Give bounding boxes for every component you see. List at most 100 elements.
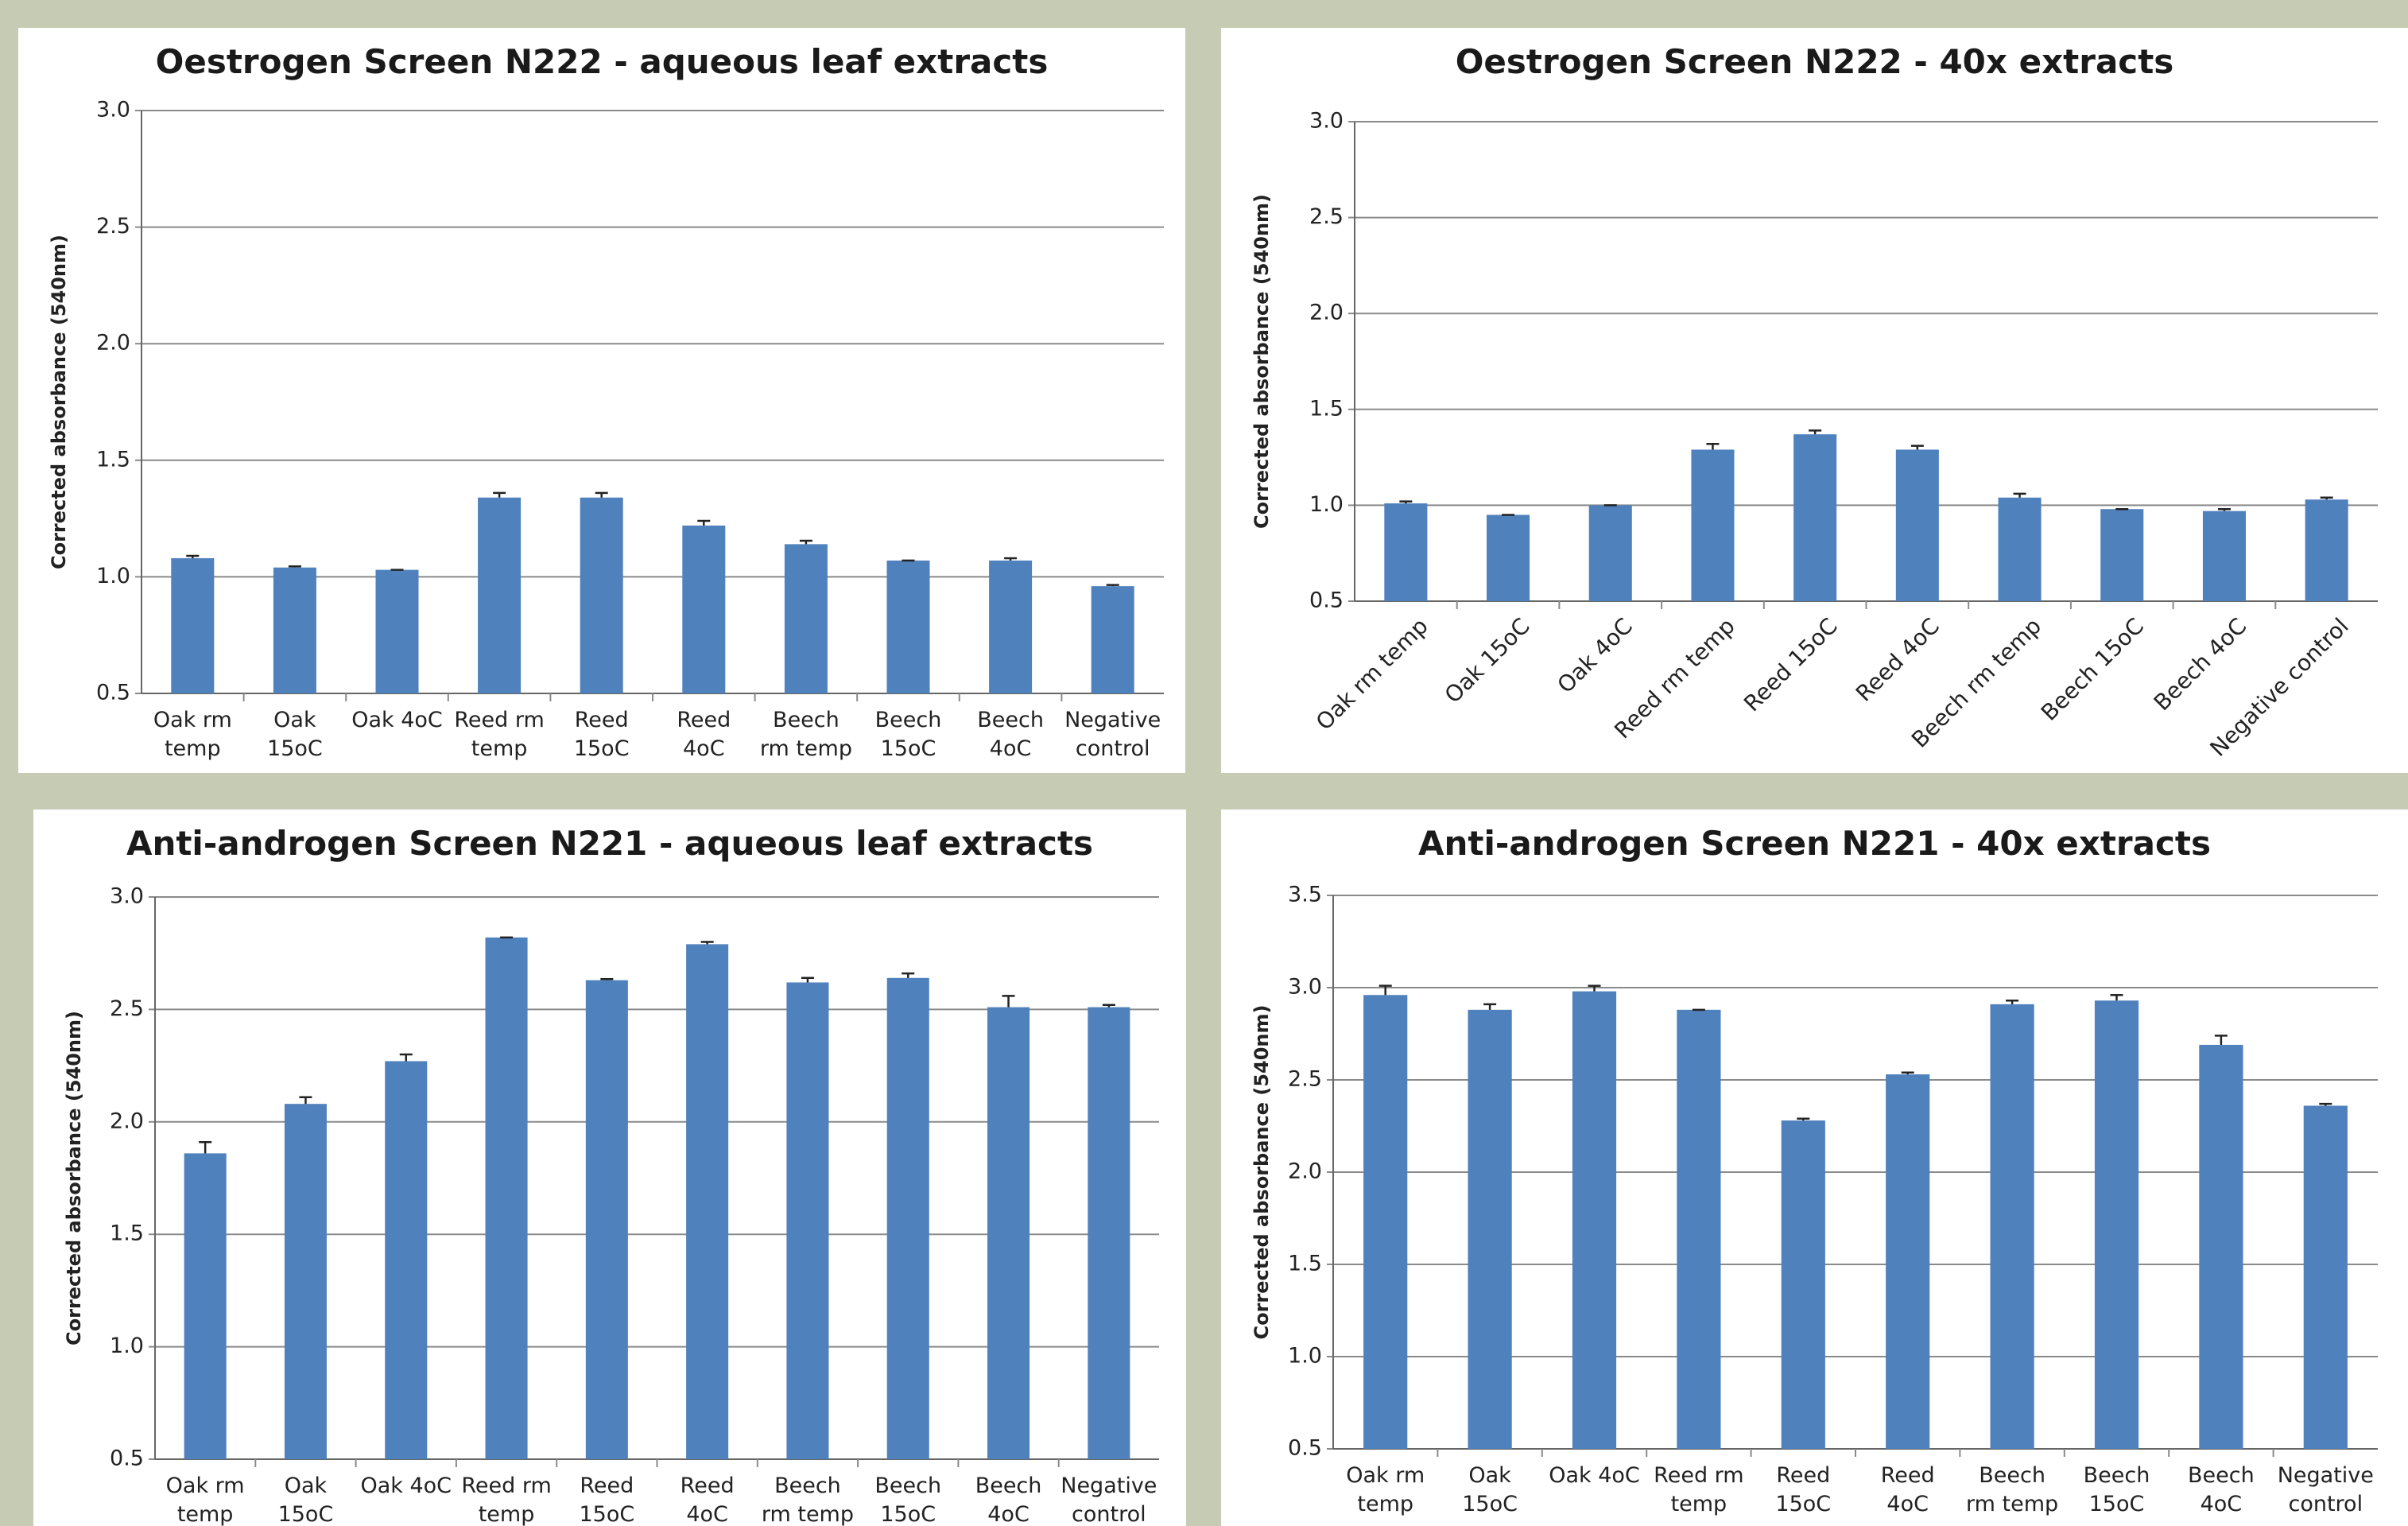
x-tick-label: Beech rm temp bbox=[761, 1474, 854, 1526]
bar bbox=[2305, 499, 2348, 601]
error-bar bbox=[2217, 507, 2231, 511]
y-tick-label: 3.0 bbox=[1288, 975, 1322, 1000]
y-tick-label: 2.0 bbox=[1288, 1159, 1322, 1184]
bar bbox=[1588, 505, 1632, 601]
bar bbox=[786, 982, 829, 1459]
error-bar bbox=[1588, 984, 1601, 992]
error-bar bbox=[1910, 445, 1924, 450]
bar bbox=[2100, 509, 2144, 601]
x-tick-label: Reed 4oC bbox=[1880, 1463, 1935, 1516]
chart-title: Oestrogen Screen N222 - aqueous leaf ext… bbox=[155, 42, 1049, 81]
bar bbox=[682, 525, 726, 693]
x-tick-label: Oak 4oC bbox=[351, 708, 443, 732]
error-bar bbox=[1399, 500, 1413, 503]
error-bar bbox=[902, 972, 915, 978]
bar bbox=[1990, 1004, 2034, 1449]
bar bbox=[1468, 1009, 1512, 1449]
chart: Corrected absorbance (540nm) 0.5 1.0 1.5 2.0… bbox=[1251, 883, 2378, 1461]
y-tick-label: 2.5 bbox=[96, 214, 130, 239]
x-tick-label: Beech rm temp bbox=[759, 708, 852, 761]
y-tick-label: 3.0 bbox=[110, 884, 144, 909]
bar bbox=[1088, 1007, 1130, 1459]
chart-title: Anti-androgen Screen N221 - aqueous leaf… bbox=[126, 824, 1094, 863]
error-bar bbox=[595, 491, 608, 498]
bar bbox=[1091, 586, 1134, 693]
y-tick-label: 2.0 bbox=[110, 1109, 144, 1133]
error-bar bbox=[186, 554, 200, 558]
bar bbox=[385, 1061, 428, 1459]
bar bbox=[886, 560, 930, 693]
bar bbox=[2094, 1000, 2139, 1449]
y-tick-label: 1.0 bbox=[110, 1334, 144, 1358]
chart: Corrected absorbance (540nm) 0.5 1.0 1.5 2.0… bbox=[48, 98, 1164, 705]
y-tick-label: 3.0 bbox=[1309, 109, 1344, 134]
bar bbox=[485, 937, 528, 1459]
error-bar bbox=[199, 1141, 212, 1154]
x-tick-label: Reed rm temp bbox=[454, 708, 545, 761]
error-bar bbox=[801, 977, 814, 983]
y-tick-label: 0.5 bbox=[96, 681, 130, 705]
y-axis-label: Corrected absorbance (540nm) bbox=[1251, 1005, 1273, 1340]
y-tick-label: 1.5 bbox=[1288, 1252, 1322, 1276]
y-tick-label: 2.0 bbox=[1309, 301, 1344, 325]
x-tick-label: Reed rm temp bbox=[461, 1474, 552, 1526]
bar bbox=[1895, 449, 1939, 601]
bar bbox=[989, 560, 1033, 693]
x-tick-label: Oak 15oC bbox=[1462, 1463, 1518, 1516]
bar bbox=[1793, 434, 1837, 601]
error-bar bbox=[600, 977, 614, 980]
y-tick-label: 2.5 bbox=[110, 996, 144, 1021]
bar bbox=[273, 567, 316, 693]
x-tick-label: Beech 15oC bbox=[874, 1474, 942, 1526]
x-tick-label: Beech 4oC bbox=[977, 708, 1044, 761]
y-tick-label: 2.5 bbox=[1288, 1067, 1322, 1092]
x-tick-label: Oak 4oC bbox=[1549, 1463, 1640, 1488]
error-bar bbox=[1483, 1003, 1497, 1010]
bar bbox=[1781, 1120, 1825, 1449]
bar bbox=[580, 497, 623, 693]
error-bar bbox=[1004, 557, 1018, 561]
error-bar bbox=[2214, 1035, 2228, 1045]
error-bar bbox=[299, 1096, 312, 1105]
error-bar bbox=[1706, 442, 1720, 450]
error-bar bbox=[799, 539, 812, 545]
y-tick-label: 3.5 bbox=[1288, 883, 1322, 907]
x-tick-label: Beech 4oC bbox=[975, 1474, 1042, 1526]
x-tick-label: Beech 4oC bbox=[2188, 1463, 2255, 1516]
x-tick-label: Negative control bbox=[1064, 708, 1161, 761]
x-tick-label: Beech 15oC bbox=[2083, 1463, 2150, 1516]
error-bar bbox=[1901, 1071, 1914, 1075]
chart: Corrected absorbance (540nm) 0.5 1.0 1.5 2.0… bbox=[1251, 109, 2378, 613]
y-tick-label: 2.0 bbox=[96, 331, 130, 355]
bar bbox=[886, 977, 929, 1459]
x-tick-label: Oak rm temp bbox=[165, 1474, 245, 1526]
bar bbox=[1886, 1074, 1930, 1449]
bar bbox=[784, 544, 828, 693]
bar bbox=[585, 980, 628, 1459]
y-axis-label: Corrected absorbance (540nm) bbox=[48, 235, 70, 569]
bar bbox=[1363, 995, 1408, 1449]
x-tick-label: Beech 15oC bbox=[874, 708, 942, 761]
bar bbox=[1487, 514, 1530, 601]
y-axis-label: Corrected absorbance (540nm) bbox=[63, 1011, 85, 1345]
error-bar bbox=[493, 491, 506, 498]
error-bar bbox=[2110, 994, 2123, 1001]
chart-panel: Corrected absorbance (540nm) 0.5 1.0 1.5 2.0… bbox=[1221, 810, 2408, 1526]
y-axis-label: Corrected absorbance (540nm) bbox=[1251, 194, 1273, 529]
y-tick-label: 1.0 bbox=[1288, 1344, 1322, 1369]
bar bbox=[686, 944, 729, 1459]
error-bar bbox=[1378, 984, 1392, 996]
chart-panel: Corrected absorbance (540nm) 0.5 1.0 1.5 2.0… bbox=[33, 810, 1186, 1526]
bar bbox=[171, 557, 215, 693]
error-bar bbox=[2319, 1102, 2332, 1106]
bar bbox=[1384, 503, 1428, 601]
error-bar bbox=[1002, 995, 1015, 1008]
y-tick-label: 3.0 bbox=[96, 98, 130, 122]
x-tick-label: Reed 4oC bbox=[680, 1474, 735, 1526]
x-tick-label: Oak rm temp bbox=[1346, 1463, 1425, 1516]
y-tick-label: 1.0 bbox=[96, 564, 130, 588]
y-tick-label: 1.5 bbox=[96, 447, 130, 472]
x-tick-label: Reed rm temp bbox=[1654, 1463, 1744, 1516]
bar bbox=[1691, 449, 1735, 601]
